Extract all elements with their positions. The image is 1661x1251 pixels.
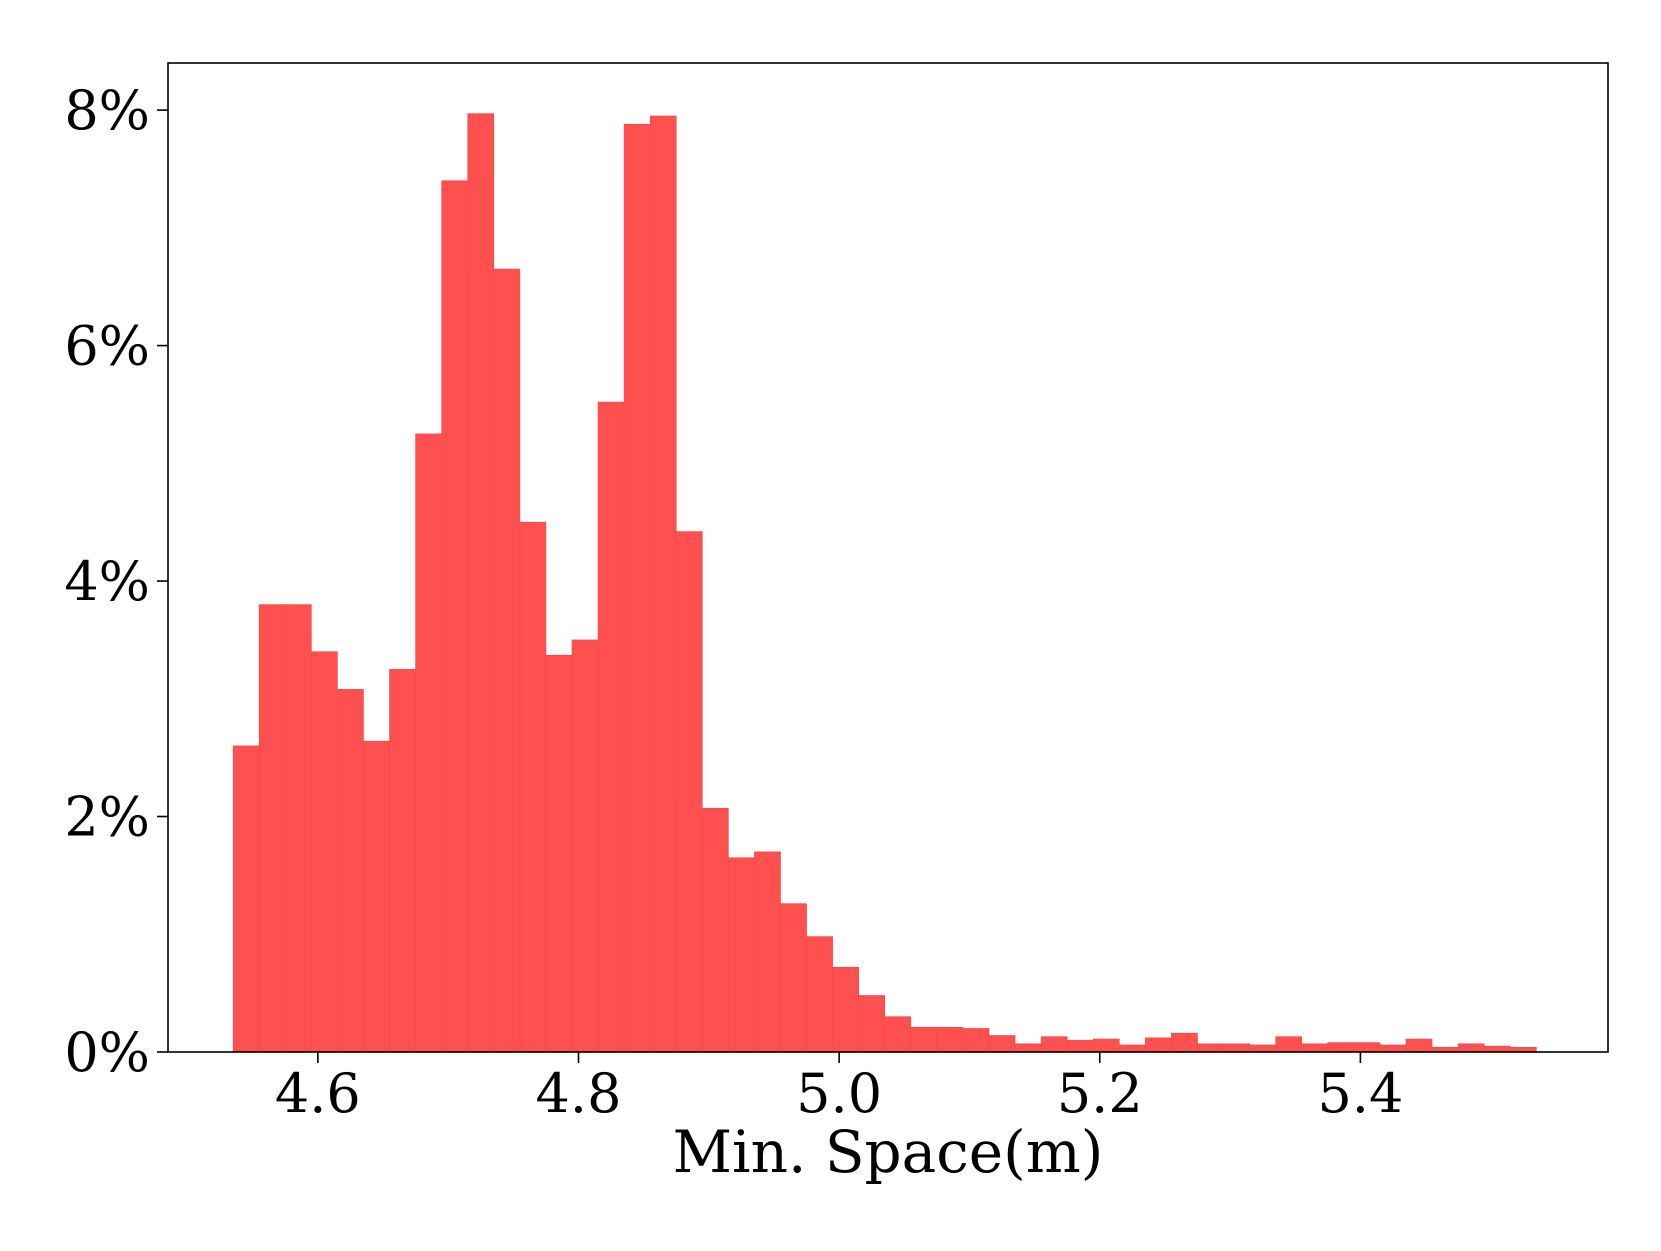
histogram-bar (467, 113, 495, 1053)
y-tick-label: 6% (64, 315, 150, 378)
histogram-bar (1249, 1044, 1276, 1053)
x-tick-label: 5.4 (1317, 1062, 1403, 1125)
x-tick-label: 5.2 (1057, 1062, 1143, 1125)
histogram-bar (754, 851, 781, 1053)
histogram-bar (936, 1026, 964, 1053)
bars-layer (232, 113, 1537, 1053)
histogram-bar (1223, 1043, 1250, 1053)
histogram-bar (1119, 1044, 1146, 1053)
histogram-bar (1483, 1045, 1511, 1053)
histogram-bar (1092, 1038, 1120, 1053)
histogram-bar (884, 1016, 912, 1053)
x-axis-label: Min. Space(m) (673, 1118, 1104, 1186)
histogram-bar (1275, 1036, 1303, 1053)
histogram-bar (701, 807, 729, 1053)
histogram-bar (1066, 1039, 1094, 1053)
histogram-bar (780, 903, 807, 1053)
histogram-bar (493, 268, 521, 1053)
histogram-bar (1014, 1043, 1042, 1053)
histogram-bar (363, 740, 390, 1053)
histogram-bar (1145, 1037, 1172, 1053)
x-tick-label: 5.0 (796, 1062, 882, 1125)
histogram-bar (1171, 1032, 1198, 1053)
histogram-bar (571, 639, 599, 1053)
histogram-bar (597, 401, 625, 1053)
histogram-bar (806, 936, 833, 1053)
y-tick-label: 2% (64, 786, 150, 849)
histogram-bar (389, 669, 416, 1053)
histogram-bar (858, 995, 886, 1053)
histogram-bar (337, 689, 364, 1053)
y-tick-label: 0% (64, 1021, 150, 1084)
x-tick-label: 4.6 (275, 1062, 361, 1125)
y-tick-label: 4% (64, 550, 150, 613)
histogram-bar (1379, 1044, 1407, 1053)
histogram-bar (910, 1026, 938, 1053)
x-tick-label: 4.8 (536, 1062, 622, 1125)
histogram-bar (832, 966, 859, 1053)
histogram-bar (728, 857, 755, 1053)
histogram-bar (284, 604, 312, 1053)
histogram-bar (232, 745, 260, 1053)
histogram-bar (311, 651, 338, 1053)
histogram-bar (1457, 1043, 1485, 1053)
plot-frame (167, 62, 1609, 1053)
histogram-bar (1327, 1042, 1355, 1053)
histogram-bar (649, 115, 677, 1053)
histogram-bar (988, 1035, 1016, 1053)
histogram-bar (962, 1028, 990, 1053)
x-axis-ticks: 4.6 4.8 5.0 5.2 5.4 (275, 1052, 1403, 1125)
histogram-bar (675, 531, 703, 1053)
y-tick-label: 8% (64, 79, 150, 142)
histogram-bar (258, 604, 286, 1053)
histogram-bar (545, 654, 573, 1053)
histogram-bar (519, 521, 547, 1053)
histogram-bar (441, 180, 469, 1053)
histogram-bar (415, 433, 442, 1053)
histogram-bar (1301, 1043, 1329, 1053)
y-axis-ticks: 0% 2% 4% 6% 8% (64, 79, 168, 1084)
histogram-bar (1040, 1036, 1068, 1053)
histogram-bar (623, 123, 651, 1053)
histogram-bar (1405, 1038, 1433, 1053)
histogram-bar (1197, 1043, 1224, 1053)
histogram-bar (1353, 1042, 1381, 1053)
